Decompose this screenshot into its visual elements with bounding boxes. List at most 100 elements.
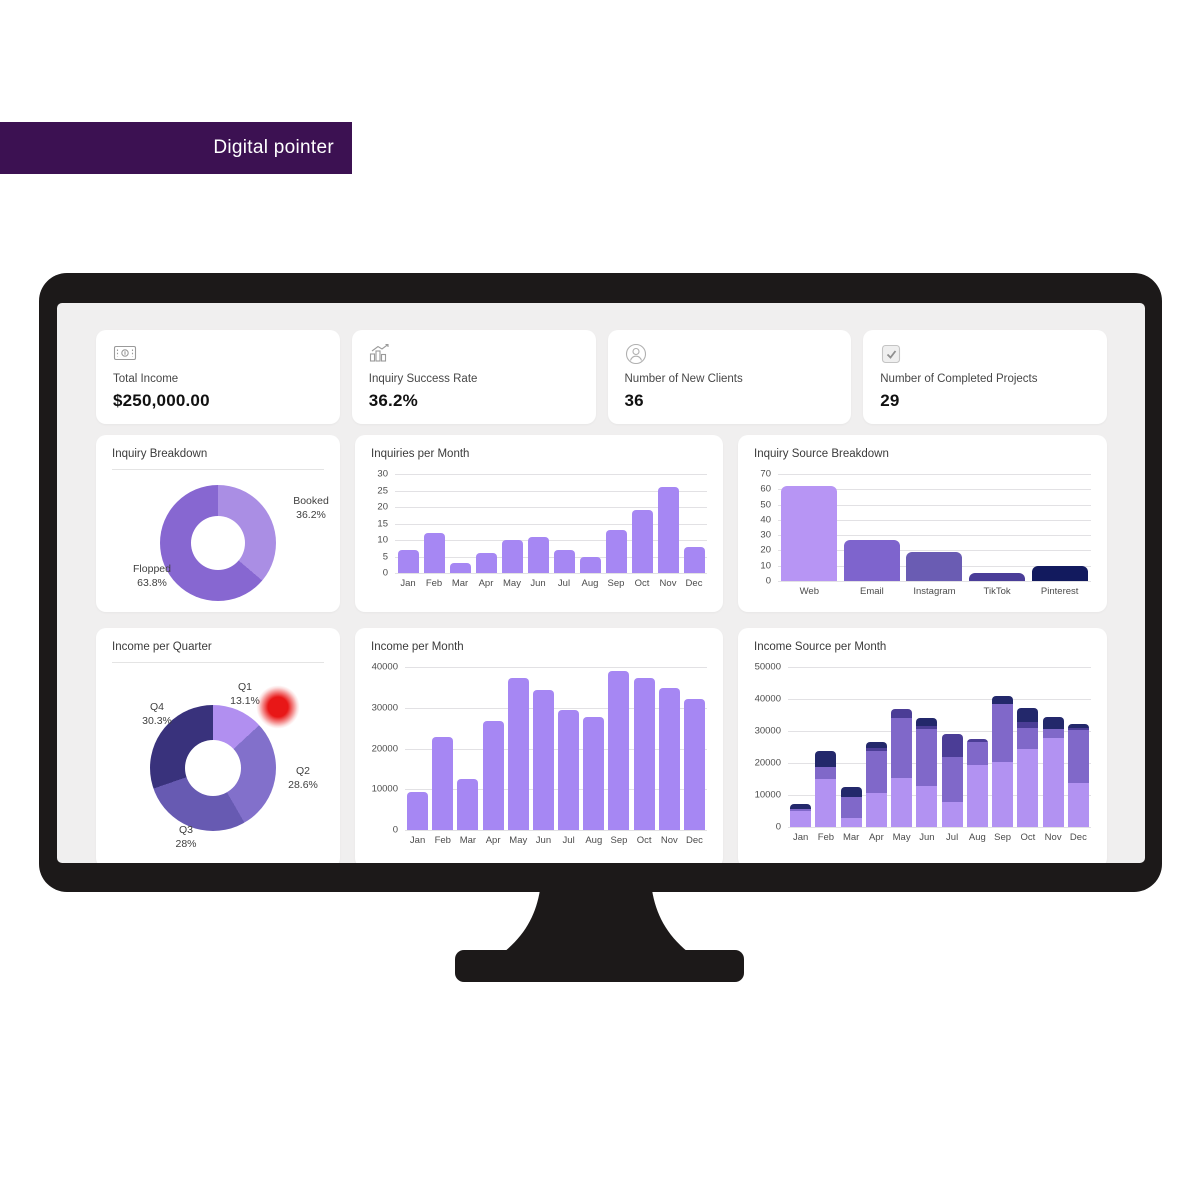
bar-nov[interactable] bbox=[1042, 716, 1064, 827]
bar-jan[interactable] bbox=[407, 792, 429, 830]
chart-card-income-per-month: Income per Month 0 10000 20000 30000 40000 Ja… bbox=[355, 628, 723, 863]
bar-dec[interactable] bbox=[683, 699, 705, 830]
inquiry-source-breakdown-chart[interactable]: 0 10 20 30 40 50 60 70 Web Email Instagram TikTok Pi… bbox=[754, 469, 1091, 597]
bar-instagram[interactable] bbox=[906, 551, 963, 581]
segment-1-segment[interactable] bbox=[815, 779, 837, 827]
bar-mar[interactable] bbox=[449, 563, 471, 573]
bar-feb[interactable] bbox=[815, 750, 837, 827]
bar-email[interactable] bbox=[843, 539, 900, 581]
bar-oct[interactable] bbox=[1017, 707, 1039, 827]
segment-2-segment[interactable] bbox=[941, 756, 963, 803]
bar-oct[interactable] bbox=[633, 678, 655, 830]
segment-3-segment[interactable] bbox=[1017, 721, 1039, 728]
segment-4-segment[interactable] bbox=[1017, 707, 1039, 722]
segment-1-segment[interactable] bbox=[790, 811, 812, 827]
bar-pinterest[interactable] bbox=[1031, 565, 1088, 581]
segment-2-segment[interactable] bbox=[916, 728, 938, 787]
segment-2-segment[interactable] bbox=[966, 741, 988, 765]
segment-4-segment[interactable] bbox=[992, 696, 1014, 705]
y-tick-label: 0 bbox=[382, 567, 388, 579]
bar-jun[interactable] bbox=[532, 689, 554, 830]
bar-sep[interactable] bbox=[608, 671, 630, 830]
segment-2-segment[interactable] bbox=[1017, 727, 1039, 749]
segment-4-segment[interactable] bbox=[916, 717, 938, 726]
bar-jun[interactable] bbox=[916, 717, 938, 827]
segment-2-segment[interactable] bbox=[790, 809, 812, 811]
segment-2-segment[interactable] bbox=[891, 717, 913, 779]
bar-apr[interactable] bbox=[475, 553, 497, 573]
bar-may[interactable] bbox=[891, 708, 913, 827]
segment-1-segment[interactable] bbox=[992, 761, 1014, 827]
segment-1-segment[interactable] bbox=[891, 778, 913, 827]
bar-mar[interactable] bbox=[457, 779, 479, 830]
income-per-month-chart[interactable]: 0 10000 20000 30000 40000 Jan Feb Mar Apr May Jun J… bbox=[371, 662, 707, 846]
digital-pointer-dot[interactable] bbox=[256, 685, 300, 729]
segment-1-segment[interactable] bbox=[916, 786, 938, 827]
bar-web[interactable] bbox=[781, 486, 838, 581]
segment-3-segment[interactable] bbox=[1067, 728, 1089, 731]
segment-1-segment[interactable] bbox=[966, 764, 988, 827]
income-per-quarter-donut[interactable] bbox=[150, 705, 276, 831]
bar-dec[interactable] bbox=[1067, 724, 1089, 827]
segment-1-segment[interactable] bbox=[1042, 737, 1064, 827]
inquiry-breakdown-donut[interactable] bbox=[160, 485, 276, 601]
gridline bbox=[395, 523, 707, 525]
segment-2-segment[interactable] bbox=[1067, 730, 1089, 784]
inquiries-per-month-chart[interactable]: 0 5 10 15 20 25 30 Jan Feb Mar Apr May Jun Jul Aug Sep O… bbox=[371, 469, 707, 589]
bar-aug[interactable] bbox=[583, 717, 605, 830]
bar-feb[interactable] bbox=[432, 737, 454, 830]
x-tick-label: Mar bbox=[459, 835, 477, 846]
bar-nov[interactable] bbox=[657, 487, 679, 573]
bar-jun[interactable] bbox=[527, 536, 549, 573]
segment-1-segment[interactable] bbox=[840, 818, 862, 827]
bar-sep[interactable] bbox=[992, 696, 1014, 827]
bar-jan[interactable] bbox=[397, 549, 419, 573]
bar-feb[interactable] bbox=[423, 533, 445, 573]
bar-jul[interactable] bbox=[941, 734, 963, 827]
segment-4-segment[interactable] bbox=[815, 750, 837, 767]
bar-nov[interactable] bbox=[658, 688, 680, 830]
segment-1-segment[interactable] bbox=[865, 793, 887, 827]
bar-may[interactable] bbox=[507, 678, 529, 830]
x-tick-label: Dec bbox=[1069, 832, 1087, 843]
segment-2-segment[interactable] bbox=[865, 750, 887, 794]
bar-oct[interactable] bbox=[631, 510, 653, 573]
bar-jul[interactable] bbox=[553, 549, 575, 573]
segment-3-segment[interactable] bbox=[966, 739, 988, 742]
segment-4-segment[interactable] bbox=[865, 741, 887, 748]
kpi-value: $250,000.00 bbox=[113, 391, 210, 410]
segment-4-segment[interactable] bbox=[1042, 716, 1064, 729]
bar-sep[interactable] bbox=[605, 530, 627, 573]
segment-3-segment[interactable] bbox=[941, 734, 963, 757]
chart-card-income-per-quarter: Income per Quarter Q1 13.1% Q2 28.6% Q3 28%… bbox=[96, 628, 340, 863]
bar-mar[interactable] bbox=[840, 787, 862, 827]
income-source-per-month-chart[interactable]: 0 10000 20000 30000 40000 50000 Jan Feb Mar Apr Ma… bbox=[754, 662, 1091, 843]
bar-apr[interactable] bbox=[865, 741, 887, 827]
kpi-label: Number of New Clients bbox=[624, 373, 743, 385]
segment-1-segment[interactable] bbox=[1067, 783, 1089, 827]
x-tick-label: Jul bbox=[562, 835, 575, 846]
segment-2-segment[interactable] bbox=[840, 797, 862, 819]
segment-1-segment[interactable] bbox=[941, 802, 963, 827]
segment-3-segment[interactable] bbox=[865, 747, 887, 751]
x-tick-label: Aug bbox=[968, 832, 986, 843]
segment-4-segment[interactable] bbox=[1067, 724, 1089, 729]
segment-2-segment[interactable] bbox=[815, 766, 837, 780]
segment-4-segment[interactable] bbox=[840, 787, 862, 798]
banknote-icon bbox=[113, 343, 323, 365]
bar-jul[interactable] bbox=[558, 710, 580, 830]
bar-jan[interactable] bbox=[790, 803, 812, 827]
segment-2-segment[interactable] bbox=[992, 704, 1014, 762]
bar-may[interactable] bbox=[501, 540, 523, 573]
segment-2-segment[interactable] bbox=[1042, 728, 1064, 738]
y-tick-label: 20000 bbox=[754, 757, 781, 769]
segment-4-segment[interactable] bbox=[790, 803, 812, 810]
segment-3-segment[interactable] bbox=[891, 708, 913, 718]
segment-3-segment[interactable] bbox=[916, 725, 938, 729]
bar-dec[interactable] bbox=[683, 546, 705, 573]
bar-apr[interactable] bbox=[482, 720, 504, 830]
bar-aug[interactable] bbox=[579, 556, 601, 573]
segment-1-segment[interactable] bbox=[1017, 748, 1039, 827]
bar-aug[interactable] bbox=[966, 739, 988, 827]
bar-tiktok[interactable] bbox=[969, 573, 1026, 581]
